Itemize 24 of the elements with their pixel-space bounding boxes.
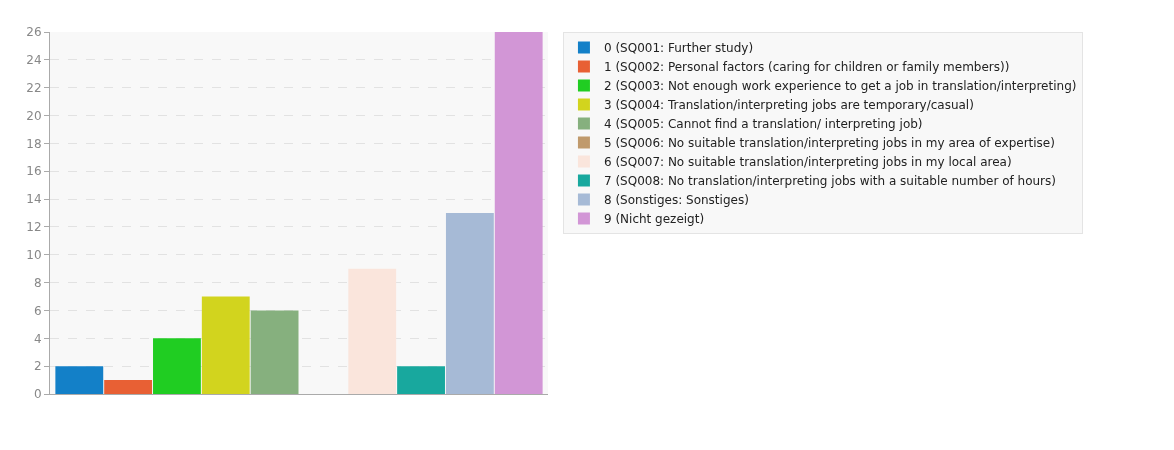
y-tick-label: 14: [26, 192, 42, 207]
legend-label: 5 (SQ006: No suitable translation/interpreting jobs in my area of expertise): [603, 136, 1055, 151]
y-tick-label: 16: [26, 164, 42, 179]
legend-label: 6 (SQ007: No suitable translation/interpreting jobs in my local area): [603, 155, 1012, 170]
y-tick-label: 0: [33, 387, 42, 402]
y-tick-label: 18: [26, 136, 42, 151]
y-tick-label: 22: [26, 80, 42, 95]
y-tick-label: 26: [26, 25, 42, 40]
y-tick-label: 24: [26, 53, 42, 68]
legend-label: 2 (SQ003: Not enough work experience to get a job in translation/interpreting): [603, 79, 1077, 94]
legend-label: 8 (Sonstiges: Sonstiges): [603, 193, 749, 208]
legend-label: 7 (SQ008: No translation/interpreting jobs with a suitable number of hours): [603, 174, 1056, 189]
y-tick-label: 20: [26, 108, 42, 123]
y-tick-label: 2: [33, 359, 42, 374]
legend-label: 0 (SQ001: Further study): [603, 41, 754, 56]
legend-label: 3 (SQ004: Translation/interpreting jobs are temporary/casual): [603, 98, 974, 113]
y-tick-label: 12: [26, 220, 42, 235]
legend-label: 4 (SQ005: Cannot find a translation/ interpreting job): [603, 117, 923, 132]
y-tick-label: 4: [33, 331, 42, 346]
legend-label: 9 (Nicht gezeigt): [603, 212, 705, 227]
y-tick-label: 6: [33, 303, 42, 318]
legend-label: 1 (SQ002: Personal factors (caring for children or family members)): [603, 60, 1010, 75]
y-tick-label: 10: [26, 247, 42, 262]
y-tick-label: 8: [33, 275, 42, 290]
